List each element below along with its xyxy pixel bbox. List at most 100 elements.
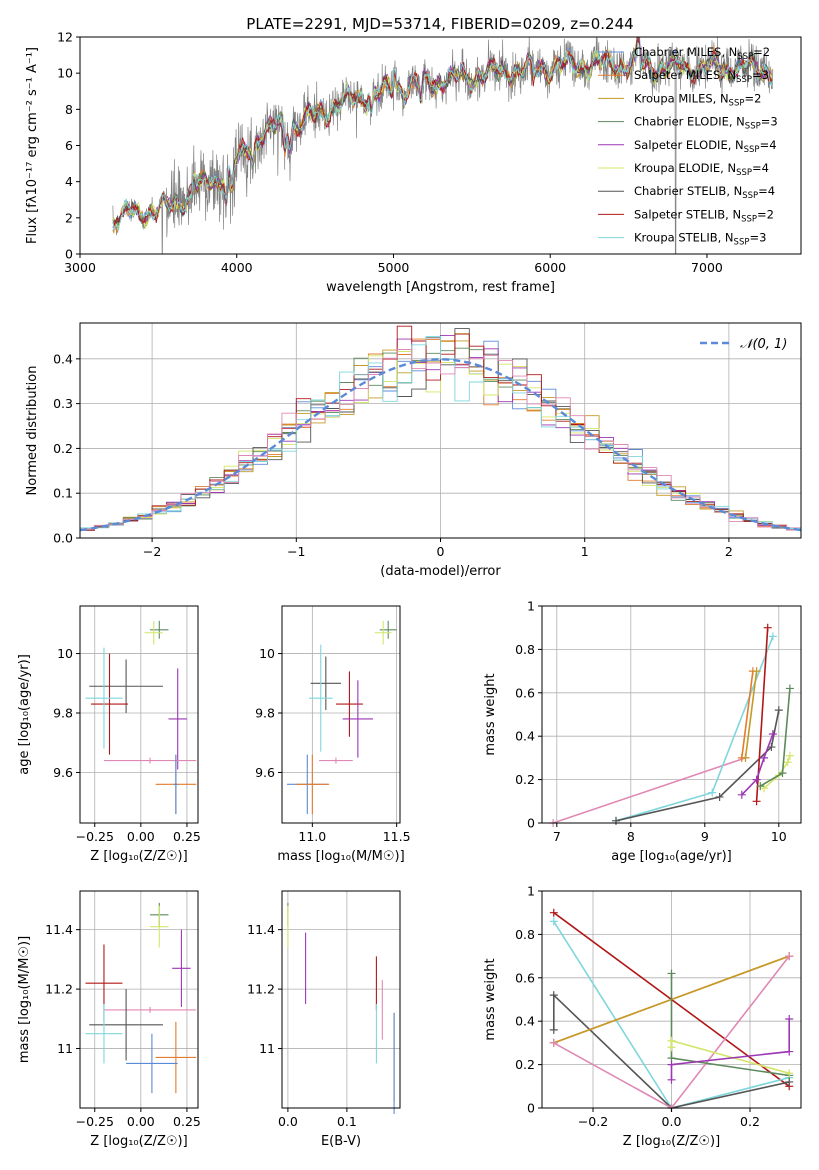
weight-series-line (759, 688, 791, 787)
y-tick-label: 11.4 (247, 922, 275, 937)
x-tick-label: 4000 (221, 260, 253, 275)
data-point (89, 989, 163, 1061)
legend-subscript: SSP (741, 214, 757, 224)
legend-value: =3 (749, 231, 766, 245)
x-tick-label: 11.0 (298, 829, 326, 844)
legend-subscript: SSP (742, 191, 758, 201)
weight-point-marker (741, 753, 750, 762)
x-tick-label: 8 (627, 829, 635, 844)
weight-point-marker (763, 623, 772, 632)
axes-frame (281, 890, 401, 1109)
weight-series-line (615, 710, 780, 822)
weight-point-marker (774, 706, 783, 715)
y-axis-label: mass weight (483, 958, 498, 1040)
legend-value: =3 (761, 115, 778, 129)
legend-text: Chabrier ELODIE, N (634, 115, 745, 129)
x-tick-label: 2 (725, 544, 733, 559)
model-spectrum-line (112, 36, 773, 226)
weight-point-marker (737, 790, 746, 799)
weight-point-marker (708, 788, 717, 797)
weight-point-marker (785, 1069, 794, 1078)
data-point (335, 671, 363, 737)
legend-subscript: SSP (744, 145, 760, 155)
weight-series-line (670, 1019, 790, 1080)
legend-text: Chabrier STELIB, N (634, 184, 742, 198)
legend-value: =2 (757, 207, 774, 221)
axes-frame (79, 890, 199, 1109)
plot-area (85, 620, 197, 815)
weight-series-line (670, 973, 790, 1077)
y-tick-label: 6 (65, 138, 73, 153)
legend-text: Kroupa ELODIE, N (634, 161, 736, 175)
axes-frame (281, 605, 401, 824)
legend-entry: Kroupa MILES, NSSP=2 (634, 91, 761, 108)
y-tick-label: 9.8 (255, 706, 275, 721)
plot-area (112, 36, 774, 255)
weight-point-marker (768, 730, 777, 739)
weight-point-marker (783, 758, 792, 767)
legend-text: Kroupa STELIB, N (634, 231, 734, 245)
normal-distribution-curve (79, 358, 802, 532)
residuals-panel: −2 −1 0 1 2 0.0 0.1 0.2 0.3 0.4 (data-model)/error… (25, 322, 802, 579)
x-axis-label: (data-model)/error (380, 564, 501, 579)
data-point (126, 1033, 178, 1094)
legend-subscript: SSP (745, 122, 761, 132)
weight-series-line (763, 755, 791, 789)
legend-entry: Kroupa STELIB, NSSP=3 (634, 231, 766, 248)
x-tick-label: 11.5 (383, 829, 411, 844)
plot-area (79, 325, 802, 532)
x-tick-label: −0.25 (76, 1114, 114, 1129)
legend-value: =4 (752, 161, 769, 175)
x-axis-label: wavelength [Angstrom, rest frame] (326, 280, 555, 295)
x-tick-label: −2 (143, 544, 161, 559)
data-point (103, 757, 197, 764)
weight-point-marker (752, 775, 761, 784)
weight-series-line (670, 1039, 790, 1075)
data-point (379, 620, 397, 639)
data-point (91, 653, 128, 755)
y-tick-label: 0.4 (515, 1014, 535, 1029)
data-point (374, 620, 392, 645)
data-point (144, 620, 163, 645)
weight-point-marker (667, 1036, 676, 1045)
weight-point-marker (715, 792, 724, 801)
legend-subscript: SSP (729, 98, 745, 108)
legend-text: Salpeter ELODIE, N (634, 138, 744, 152)
y-tick-label: 0.8 (515, 927, 535, 942)
data-point (310, 656, 341, 711)
legend-text: Chabrier MILES, N (634, 45, 737, 59)
x-tick-label: 0.00 (127, 1114, 155, 1129)
x-axis-label: age [log₁₀(age/yr)] (611, 849, 732, 864)
legend-entry: Salpeter ELODIE, NSSP=4 (634, 138, 777, 155)
legend-entry: Salpeter MILES, NSSP=3 (634, 68, 769, 85)
y-tick-label: 9.6 (53, 765, 73, 780)
x-tick-label: 6000 (534, 260, 566, 275)
y-axis-label: Flux [fλ10⁻¹⁷ erg cm⁻² s⁻¹ A⁻¹] (25, 47, 40, 244)
weight-point-marker (549, 991, 558, 1000)
plot-area (287, 620, 397, 815)
y-axis-label: age [log₁₀(age/yr)] (17, 654, 32, 775)
y-tick-label: 0 (527, 816, 535, 831)
y-tick-label: 11.2 (247, 982, 275, 997)
y-tick-label: 0.4 (53, 351, 73, 366)
x-tick-label: 0.0 (662, 1114, 682, 1129)
x-tick-label: 0.25 (173, 829, 201, 844)
legend-subscript: SSP (737, 52, 753, 62)
data-point (308, 644, 333, 752)
y-tick-label: 0.3 (53, 396, 73, 411)
data-point (150, 905, 169, 948)
plot-area (85, 902, 197, 1094)
mass-vs-metallicity-panel: −0.25 0.00 0.25 11 11.2 11.4 Z [log₁₀(Z/Z☉)] ma… (17, 890, 201, 1149)
legend-value: =2 (753, 45, 770, 59)
weight-point-marker (785, 751, 794, 760)
y-axis-label: Normed distribution (25, 366, 40, 496)
x-tick-label: 5000 (378, 260, 410, 275)
data-point (89, 659, 163, 714)
y-tick-label: 10 (259, 646, 275, 661)
data-point (150, 620, 169, 639)
y-tick-label: 0.2 (515, 772, 535, 787)
spectrum-panel: 3000 4000 5000 6000 7000 0 2 4 6 8 10 12 wavelength … (25, 30, 802, 295)
axes-frame (79, 605, 199, 824)
weight-point-marker (785, 1015, 794, 1024)
weight-series-line (741, 670, 754, 759)
